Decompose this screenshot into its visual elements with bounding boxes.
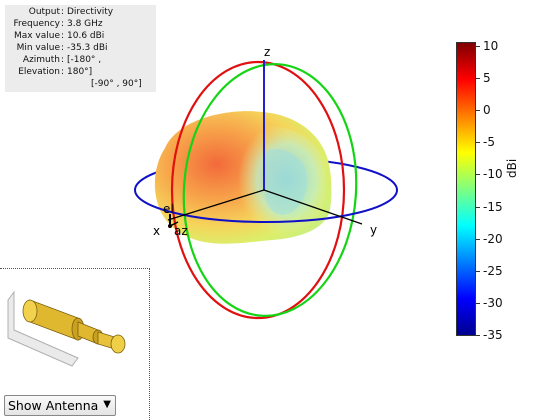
info-panel: Output : Directivity Frequency : 3.8 GHz… (5, 5, 156, 92)
chevron-down-icon: ▼ (103, 399, 111, 410)
azimuth-angle-label: az (174, 224, 188, 238)
colorbar-tick-label: -25 (483, 263, 503, 278)
colorbar-tick-label: -20 (483, 231, 503, 246)
show-antenna-dropdown[interactable]: Show Antenna ▼ (4, 395, 116, 416)
colorbar-tick-label: 5 (483, 71, 491, 86)
colorbar (456, 42, 476, 336)
info-value: [-90° , 90°] (91, 79, 142, 89)
info-separator: : (61, 7, 65, 17)
colorbar-tick-label: -30 (483, 295, 503, 310)
elevation-angle-label: el (163, 202, 174, 216)
orientation-triad (168, 214, 179, 228)
dropdown-selected-value: Show Antenna (8, 398, 99, 413)
info-row-min-value: Min value : -35.3 dBi (5, 43, 156, 55)
colorbar-tick (476, 270, 480, 272)
colorbar-tick-label: -10 (483, 167, 503, 182)
info-value: 3.8 GHz (67, 19, 103, 29)
info-row-elevation: Elevation : 180°] (5, 67, 156, 79)
z-axis-label: z (264, 45, 270, 59)
colorbar-tick-label: -5 (483, 135, 495, 150)
colorbar-tick (476, 335, 480, 336)
info-separator: : (61, 19, 65, 29)
colorbar-tick-label: 10 (483, 39, 499, 53)
info-separator: : (61, 43, 65, 53)
info-row-output: Output : Directivity (5, 7, 156, 19)
info-separator: : (61, 31, 65, 41)
y-axis (263, 189, 363, 225)
info-key: Output (28, 7, 60, 17)
info-key: Azimuth (22, 55, 60, 65)
colorbar-tick-label: 0 (483, 103, 491, 118)
colorbar-tick (476, 174, 480, 176)
info-key: Frequency (13, 19, 61, 29)
info-row-max-value: Max value : 10.6 dBi (5, 31, 156, 43)
info-row-range: [-90° , 90°] (5, 79, 156, 91)
elevation-ring-green (182, 63, 358, 317)
y-axis-label: y (370, 223, 377, 237)
colorbar-tick (476, 238, 480, 240)
colorbar-tick (476, 206, 480, 208)
azimuth-ring-front (134, 189, 398, 223)
antenna-preview-panel (0, 268, 150, 420)
info-value: 10.6 dBi (67, 31, 105, 41)
colorbar-title: dBi (505, 158, 519, 178)
colorbar-tick (476, 142, 480, 144)
colorbar-tick (476, 78, 480, 80)
info-key: Max value (13, 31, 60, 41)
info-value: 180°] (67, 67, 93, 77)
info-value: -35.3 dBi (67, 43, 108, 53)
info-separator: : (61, 55, 65, 65)
info-value: [-180° , (67, 55, 102, 65)
colorbar-tick (476, 46, 480, 47)
x-axis (167, 189, 265, 221)
info-separator: : (61, 67, 65, 77)
info-row-azimuth: Azimuth : [-180° , (5, 55, 156, 67)
colorbar-tick-label: -15 (483, 199, 503, 214)
colorbar-tick (476, 110, 480, 112)
info-key: Elevation (18, 67, 60, 77)
x-axis-label: x (153, 224, 160, 238)
antenna-preview (7, 290, 126, 367)
elevation-ring-red (170, 60, 346, 320)
info-value: Directivity (67, 7, 114, 17)
colorbar-tick (476, 302, 480, 304)
info-key: Min value (16, 43, 60, 53)
info-row-frequency: Frequency : 3.8 GHz (5, 19, 156, 31)
colorbar-tick-label: -35 (483, 328, 503, 342)
